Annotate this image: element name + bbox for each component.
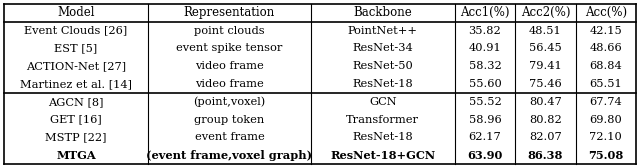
Text: 56.45: 56.45 <box>529 44 562 53</box>
Text: (event frame,voxel graph): (event frame,voxel graph) <box>147 150 312 161</box>
Text: Backbone: Backbone <box>353 6 412 19</box>
Text: 55.60: 55.60 <box>468 79 501 89</box>
Text: Martinez et al. [14]: Martinez et al. [14] <box>20 79 132 89</box>
Text: Acc1(%): Acc1(%) <box>460 6 509 19</box>
Text: MTGA: MTGA <box>56 150 96 161</box>
Text: 75.46: 75.46 <box>529 79 562 89</box>
Text: 35.82: 35.82 <box>468 26 501 36</box>
Text: ACTION-Net [27]: ACTION-Net [27] <box>26 61 126 71</box>
Text: Acc2(%): Acc2(%) <box>520 6 570 19</box>
Text: 67.74: 67.74 <box>589 97 622 107</box>
Text: 40.91: 40.91 <box>468 44 501 53</box>
Text: 48.51: 48.51 <box>529 26 562 36</box>
Text: 80.47: 80.47 <box>529 97 562 107</box>
Text: GCN: GCN <box>369 97 397 107</box>
Text: 72.10: 72.10 <box>589 132 622 142</box>
Text: ResNet-18: ResNet-18 <box>353 132 413 142</box>
Text: Transformer: Transformer <box>346 115 419 124</box>
Text: Acc(%): Acc(%) <box>585 6 627 19</box>
Text: ResNet-50: ResNet-50 <box>353 61 413 71</box>
Text: 68.84: 68.84 <box>589 61 622 71</box>
Text: ResNet-18+GCN: ResNet-18+GCN <box>330 150 435 161</box>
Text: video frame: video frame <box>195 79 264 89</box>
Text: ResNet-34: ResNet-34 <box>353 44 413 53</box>
Text: video frame: video frame <box>195 61 264 71</box>
Text: MSTP [22]: MSTP [22] <box>45 132 107 142</box>
Text: 82.07: 82.07 <box>529 132 562 142</box>
Text: Representation: Representation <box>184 6 275 19</box>
Text: 79.41: 79.41 <box>529 61 562 71</box>
Text: 55.52: 55.52 <box>468 97 501 107</box>
Text: 62.17: 62.17 <box>468 132 501 142</box>
Text: EST [5]: EST [5] <box>54 44 98 53</box>
Text: (point,voxel): (point,voxel) <box>193 96 266 107</box>
Text: 65.51: 65.51 <box>589 79 622 89</box>
Text: point clouds: point clouds <box>194 26 265 36</box>
Text: 42.15: 42.15 <box>589 26 622 36</box>
Text: 48.66: 48.66 <box>589 44 622 53</box>
Text: 69.80: 69.80 <box>589 115 622 124</box>
Text: 63.90: 63.90 <box>467 150 502 161</box>
Text: PointNet++: PointNet++ <box>348 26 418 36</box>
Text: event spike tensor: event spike tensor <box>176 44 283 53</box>
Text: 58.96: 58.96 <box>468 115 501 124</box>
Text: 58.32: 58.32 <box>468 61 501 71</box>
Text: 75.08: 75.08 <box>588 150 623 161</box>
Text: event frame: event frame <box>195 132 264 142</box>
Text: Event Clouds [26]: Event Clouds [26] <box>24 26 127 36</box>
Text: GET [16]: GET [16] <box>50 115 102 124</box>
Text: ResNet-18: ResNet-18 <box>353 79 413 89</box>
Text: group token: group token <box>195 115 264 124</box>
Text: AGCN [8]: AGCN [8] <box>48 97 104 107</box>
Text: 86.38: 86.38 <box>528 150 563 161</box>
Text: Model: Model <box>57 6 95 19</box>
Text: 80.82: 80.82 <box>529 115 562 124</box>
